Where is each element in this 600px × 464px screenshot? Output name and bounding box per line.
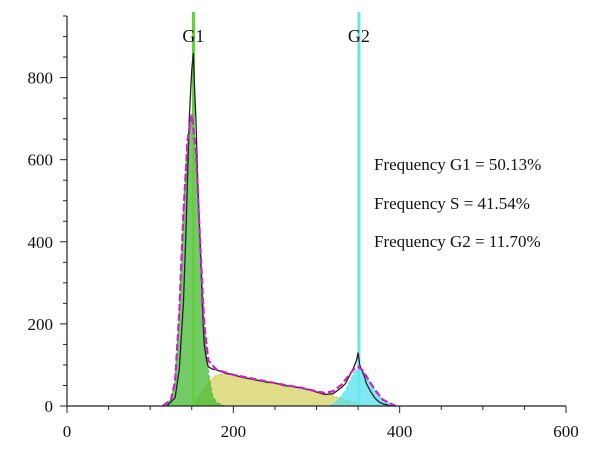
series-lines <box>161 52 396 407</box>
y-tick-label: 800 <box>28 69 54 88</box>
annotation-g1: Frequency G1 = 50.13% <box>374 155 542 174</box>
y-tick-label: 400 <box>28 233 54 252</box>
x-tick-label: 0 <box>63 422 72 441</box>
y-tick-label: 0 <box>45 397 54 416</box>
annotation-g2: Frequency G2 = 11.70% <box>374 232 541 251</box>
annotation-s: Frequency S = 41.54% <box>374 194 530 213</box>
y-tick-label: 200 <box>28 315 54 334</box>
marker-label-g2: G2 <box>348 26 370 46</box>
x-tick-label: 200 <box>221 422 247 441</box>
x-tick-label: 600 <box>553 422 579 441</box>
axes: 0 200 400 600 800 0 200 400 600 <box>28 15 579 441</box>
total-fit-line <box>161 114 396 407</box>
marker-label-g1: G1 <box>182 26 204 46</box>
phase-markers: G1 G2 <box>182 12 370 406</box>
y-tick-label: 600 <box>28 151 54 170</box>
x-tick-label: 400 <box>387 422 413 441</box>
